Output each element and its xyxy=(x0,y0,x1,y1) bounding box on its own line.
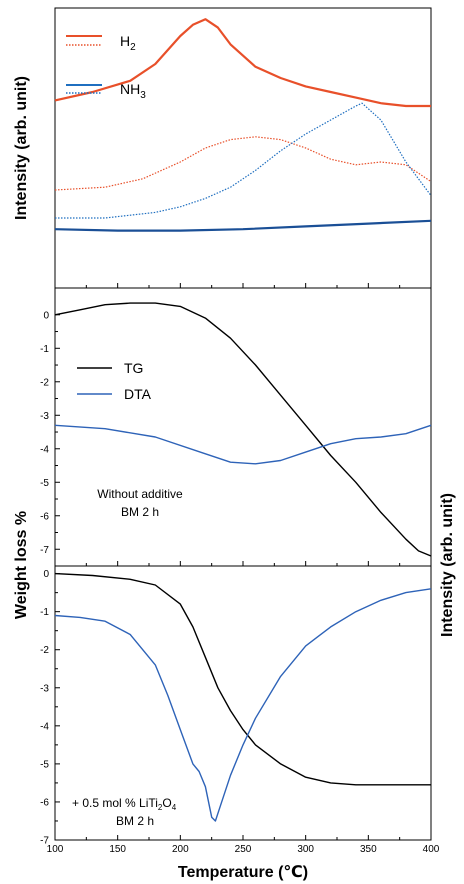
x-tick-label: 150 xyxy=(109,844,126,855)
legend-nh3-label: NH3 xyxy=(120,81,146,101)
x-tick-label: 300 xyxy=(297,844,314,855)
middle-y-tick-label: -3 xyxy=(40,411,49,422)
bottom-y-tick-label: -1 xyxy=(40,607,49,618)
bottom-series-dta xyxy=(54,588,432,822)
bottom-y-tick-label: -7 xyxy=(40,836,49,847)
right-y-axis-title: Intensity (arb. unit) xyxy=(439,493,456,637)
bottom-series-tg xyxy=(54,572,431,786)
bottom-y-tick-label: -6 xyxy=(40,797,49,808)
bottom-y-tick-label: 0 xyxy=(43,569,49,580)
legend-dta-label: DTA xyxy=(124,386,152,402)
middle-y-tick-label: -7 xyxy=(40,545,49,556)
legend-tg-label: TG xyxy=(124,360,143,376)
x-tick-label: 350 xyxy=(360,844,377,855)
top-legend: H2 NH3 xyxy=(66,33,146,101)
bottom-y-tick-label: -4 xyxy=(40,721,49,732)
bottom-y-tick-label: -3 xyxy=(40,683,49,694)
x-tick-label: 250 xyxy=(235,844,252,855)
middle-series-tg xyxy=(54,302,432,557)
middle-y-tick-label: -4 xyxy=(40,444,49,455)
middle-y-tick-label: -1 xyxy=(40,344,49,355)
top-y-axis-title: Intensity (arb. unit) xyxy=(13,76,30,220)
x-tick-label: 400 xyxy=(423,844,440,855)
middle-legend: TG DTA xyxy=(77,360,152,402)
top-panel-frame xyxy=(54,7,432,289)
middle-annotation-line1: Without additive xyxy=(97,487,183,501)
middle-annotation-line2: BM 2 h xyxy=(121,505,159,519)
x-axis-title: Temperature (℃) xyxy=(178,864,308,881)
bottom-y-tick-label: -2 xyxy=(40,645,49,656)
middle-series-dta xyxy=(54,424,432,465)
middle-y-tick-label: 0 xyxy=(43,310,49,321)
axes-layer: 100 150 200 250 300 350 400 0 -1 -2 -3 -4 -5 -6 -7 0 -1 -… xyxy=(40,283,440,855)
top-series-nh3-dotted xyxy=(55,102,432,219)
bottom-annotation-line2: BM 2 h xyxy=(116,814,154,828)
series-layer xyxy=(54,18,432,822)
x-tick-label: 100 xyxy=(47,844,64,855)
x-tick-label: 200 xyxy=(172,844,189,855)
middle-y-tick-label: -2 xyxy=(40,377,49,388)
bottom-y-tick-label: -5 xyxy=(40,759,49,770)
middle-y-tick-label: -5 xyxy=(40,478,49,489)
legend-h2-label: H2 xyxy=(120,33,136,53)
middle-y-tick-label: -6 xyxy=(40,511,49,522)
top-series-nh3-solid xyxy=(54,219,432,232)
bottom-annotation-line1: + 0.5 mol % LiTi2O4 xyxy=(72,796,177,812)
middle-panel-frame xyxy=(54,287,432,567)
top-series-h2-dotted xyxy=(54,136,432,191)
top-series-h2-solid xyxy=(54,18,431,108)
weight-loss-y-axis-title: Weight loss % xyxy=(13,511,30,619)
